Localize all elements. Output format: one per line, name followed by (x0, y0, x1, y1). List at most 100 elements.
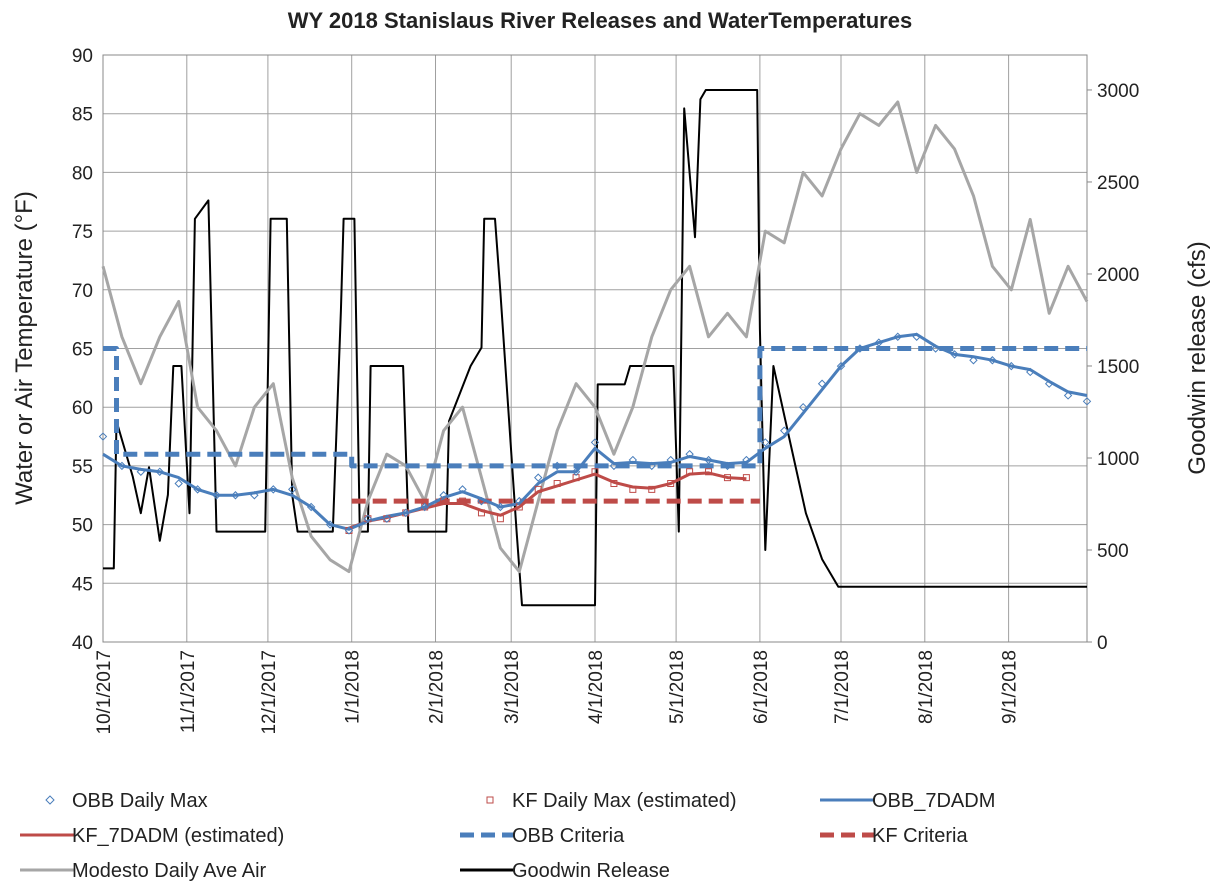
y2-tick-label: 3000 (1097, 81, 1139, 102)
data-marker (704, 455, 713, 465)
y-axis-label: Water or Air Temperature (°F) (11, 191, 38, 505)
data-marker (931, 344, 940, 353)
x-tick-label: 9/1/2018 (1000, 650, 1021, 724)
y-tick-label: 65 (72, 340, 93, 361)
x-tick-label: 4/1/2018 (586, 650, 607, 724)
data-marker (667, 480, 675, 488)
y2-tick-label: 1000 (1097, 449, 1139, 470)
y-tick-label: 40 (72, 633, 93, 654)
legend-marker (45, 795, 55, 805)
data-marker (648, 485, 656, 493)
y-tick-label: 45 (72, 574, 93, 595)
data-marker (534, 473, 543, 482)
data-marker (136, 467, 146, 476)
x-tick-label: 3/1/2018 (502, 650, 523, 724)
data-marker (590, 438, 600, 447)
x-tick-label: 7/1/2018 (832, 650, 853, 724)
data-marker (477, 509, 485, 517)
chart-title: WY 2018 Stanislaus River Releases and Wa… (288, 8, 912, 33)
data-marker (609, 461, 619, 471)
data-marker (761, 438, 770, 447)
data-marker (420, 502, 429, 512)
x-tick-label: 1/1/2018 (343, 650, 364, 724)
data-marker (553, 480, 561, 488)
y-tick-label: 80 (72, 163, 93, 184)
x-tick-label: 11/1/2017 (178, 650, 199, 733)
data-marker (742, 474, 750, 482)
data-marker (231, 491, 240, 500)
data-line (101, 100, 1089, 574)
legend-label: OBB Criteria (512, 825, 625, 847)
data-marker (723, 474, 731, 482)
legend-label: OBB Daily Max (72, 790, 208, 812)
data-line (102, 332, 1088, 531)
data-marker (459, 497, 467, 505)
data-marker (306, 502, 316, 512)
data-marker (117, 461, 127, 471)
data-line (103, 89, 1087, 607)
data-marker (798, 402, 808, 412)
legend-label: Goodwin Release (512, 860, 670, 882)
x-tick-label: 10/1/2017 (94, 650, 115, 735)
data-marker (893, 332, 902, 341)
y-tick-label: 50 (72, 516, 93, 537)
x-tick-label: 12/1/2017 (259, 650, 280, 735)
data-marker (363, 514, 373, 523)
data-marker (174, 479, 183, 488)
data-marker (855, 344, 865, 353)
data-marker (269, 485, 278, 494)
data-marker (591, 468, 599, 476)
data-marker (401, 508, 410, 518)
y2-tick-label: 1500 (1097, 357, 1139, 378)
data-marker (685, 449, 694, 459)
data-marker (780, 426, 789, 435)
y2-tick-label: 0 (1097, 633, 1108, 654)
legend-label: KF Criteria (872, 825, 968, 847)
data-marker (950, 350, 959, 359)
data-marker (1007, 361, 1016, 371)
data-marker (628, 455, 638, 465)
data-marker (288, 485, 297, 494)
data-marker (610, 480, 618, 488)
x-tick-label: 5/1/2018 (667, 650, 688, 724)
legend-label: KF Daily Max (estimated) (512, 790, 737, 812)
data-marker (534, 485, 542, 493)
data-marker (212, 491, 221, 500)
data-marker (629, 485, 637, 493)
x-tick-label: 2/1/2018 (427, 650, 448, 724)
data-marker (193, 485, 202, 494)
data-marker (496, 515, 504, 523)
x-tick-label: 6/1/2018 (751, 650, 772, 724)
y2-tick-label: 2500 (1097, 173, 1139, 194)
y-tick-label: 90 (72, 46, 93, 67)
y-tick-label: 55 (72, 457, 93, 478)
data-marker (1026, 367, 1035, 377)
data-marker (988, 356, 997, 365)
x-tick-label: 8/1/2018 (916, 650, 937, 724)
data-marker (912, 332, 921, 341)
y-tick-label: 70 (72, 281, 93, 302)
y2-axis-label: Goodwin release (cfs) (1184, 241, 1211, 474)
y-tick-label: 60 (72, 398, 93, 419)
data-marker (571, 467, 581, 476)
data-marker (742, 455, 751, 465)
data-marker (647, 461, 656, 471)
data-line (103, 346, 1087, 469)
data-marker (250, 491, 259, 500)
data-marker (1044, 379, 1054, 388)
y2-tick-label: 500 (1097, 541, 1129, 562)
legend-label: Modesto Daily Ave Air (72, 860, 267, 882)
y-tick-label: 75 (72, 222, 93, 243)
data-marker (874, 338, 884, 347)
data-marker (344, 526, 354, 535)
y-tick-label: 85 (72, 105, 93, 126)
data-marker (552, 461, 562, 471)
legend-label: OBB_7DADM (872, 790, 995, 812)
data-marker (969, 356, 978, 365)
data-marker (477, 496, 486, 506)
data-marker (723, 461, 732, 471)
data-marker (1063, 391, 1073, 400)
data-marker (686, 468, 694, 476)
data-marker (155, 467, 164, 476)
